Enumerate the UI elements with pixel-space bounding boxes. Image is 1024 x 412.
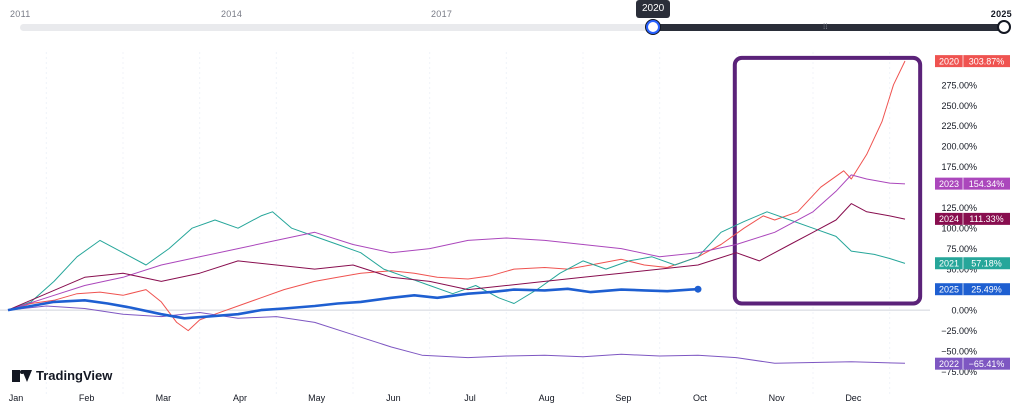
x-tick-label-jul: Jul [464,393,476,403]
badge-value-bg [963,55,1010,68]
series-line-2021 [7,211,906,311]
y-tick-label: 100.00% [941,224,977,234]
year-range-slider[interactable]: 2011 2014 2017 2025 ⁞⁞ 2020 [0,0,1024,44]
badge-series-name: 2025 [939,285,959,295]
y-tick-label: 50.00% [946,265,977,275]
badge-name-bg [935,212,963,225]
y-tick-label: 175.00% [941,162,977,172]
badge-value-bg [963,177,1010,190]
year-label-2014: 2014 [221,9,243,19]
badge-series-value: −65.41% [969,359,1005,369]
start-year-tooltip: 2020 [636,0,671,18]
x-tick-label-nov: Nov [769,393,786,403]
badge-series-name: 2024 [939,214,959,224]
y-tick-label: −25.00% [941,326,977,336]
series-line-2024 [7,203,906,311]
badge-name-bg [935,55,963,68]
start-handle[interactable] [646,20,660,34]
series-line-2025 [7,287,699,320]
y-tick-label: −50.00% [941,347,977,357]
year-label-2011: 2011 [10,9,31,19]
x-tick-label-mar: Mar [156,393,172,403]
y-tick-label: 0.00% [951,306,977,316]
x-tick-label-aug: Aug [539,393,555,403]
end-handle[interactable] [997,20,1011,34]
y-tick-label: 200.00% [941,142,977,152]
series-badge-2024: 2024 111.33% [935,212,1010,225]
x-tick-label-jun: Jun [386,393,401,403]
badge-series-value: 25.49% [971,285,1002,295]
x-tick-label-apr: Apr [233,393,247,403]
line-chart: −75.00%−50.00%−25.00%0.00%25.00%50.00%75… [0,52,1010,403]
badge-series-name: 2021 [939,259,959,269]
badge-name-bg [935,357,963,370]
badge-name-bg [935,283,963,296]
x-tick-label-oct: Oct [693,393,708,403]
y-tick-label: −75.00% [941,367,977,377]
series-badge-2023: 2023 154.34% [935,177,1010,190]
badge-series-value: 303.87% [969,56,1005,66]
series-badge-2020: 2020 303.87% [935,55,1010,68]
badge-name-bg [935,177,963,190]
badge-name-bg [935,257,963,270]
series-badge-2021: 2021 57.18% [935,257,1010,270]
badge-value-bg [963,212,1010,225]
year-label-2017: 2017 [431,9,453,19]
brand-name: TradingView [36,368,113,383]
badge-series-name: 2023 [939,179,959,189]
x-tick-label-may: May [308,393,326,403]
badge-series-value: 57.18% [971,259,1002,269]
series-badge-2022: 2022 −65.41% [935,357,1010,370]
badge-series-name: 2022 [939,359,959,369]
tradingview-logo[interactable]: TradingView [12,368,112,383]
badge-value-bg [963,283,1010,296]
badge-series-value: 111.33% [969,214,1003,224]
slider-track[interactable] [20,24,1004,31]
x-tick-label-feb: Feb [79,393,95,403]
badge-value-bg [963,257,1010,270]
x-tick-label-dec: Dec [845,393,862,403]
y-tick-label: 75.00% [946,244,977,254]
tradingview-logo-icon [12,369,32,382]
y-tick-label: 275.00% [941,80,977,90]
badge-series-value: 154.34% [969,179,1005,189]
x-tick-label-jan: Jan [9,393,24,403]
y-tick-label: 225.00% [941,121,977,131]
series-endpoint-2025 [694,285,702,293]
series-line-2020 [7,60,906,332]
y-tick-label: 250.00% [941,101,977,111]
highlight-box [732,55,923,306]
badge-value-bg [963,357,1010,370]
drag-grip-icon[interactable]: ⁞⁞ [823,22,828,31]
series-badge-2025: 2025 25.49% [935,283,1010,296]
series-line-2023 [7,174,906,311]
y-tick-label: 125.00% [941,203,977,213]
badge-series-name: 2020 [939,56,959,66]
series-line-2022 [7,305,906,364]
year-label-2025: 2025 [990,9,1012,19]
slider-selected-range[interactable] [652,24,1004,31]
x-tick-label-sep: Sep [615,393,631,403]
